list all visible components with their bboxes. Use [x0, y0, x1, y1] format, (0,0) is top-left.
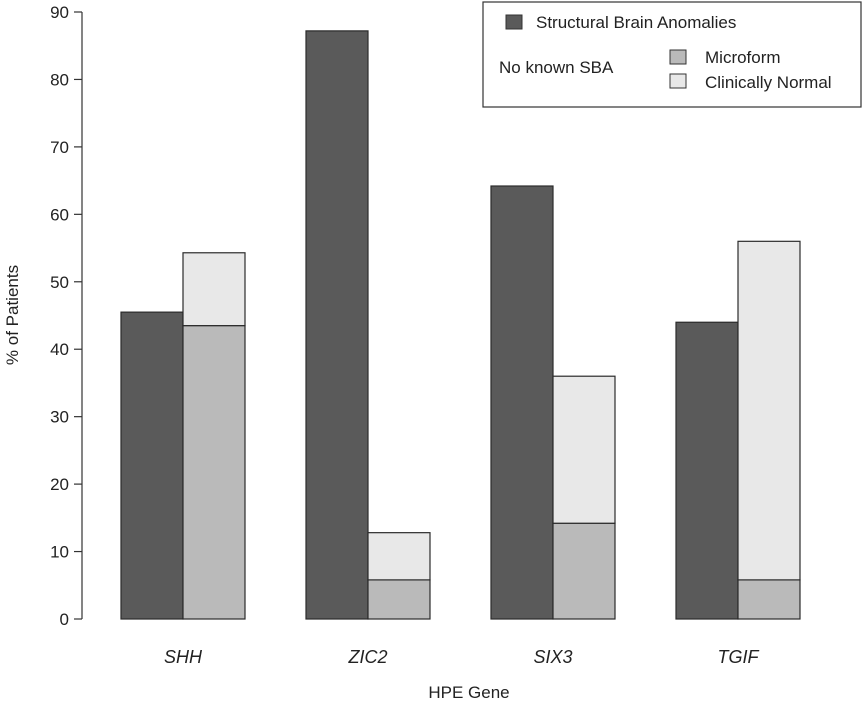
- bar-clinically-normal-zic2: [367, 532, 431, 581]
- bar-microform-shh: [182, 325, 246, 620]
- y-tick-label: 40: [50, 340, 69, 359]
- y-tick-label: 80: [50, 70, 69, 89]
- bar-microform-zic2: [367, 579, 431, 620]
- bar-sba-shh: [120, 311, 184, 620]
- legend-label-microform: Microform: [705, 48, 781, 67]
- x-category-label: SIX3: [533, 647, 572, 667]
- y-tick-label: 10: [50, 543, 69, 562]
- y-axis-title: % of Patients: [3, 265, 22, 365]
- x-category-label: SHH: [164, 647, 203, 667]
- y-tick-label: 70: [50, 138, 69, 157]
- legend-swatch-structural-brain-anomalies: [505, 14, 523, 30]
- bar-microform-six3: [552, 522, 616, 620]
- bar-sba-six3: [490, 185, 554, 620]
- x-category-label: TGIF: [718, 647, 760, 667]
- bar-sba-tgif: [675, 321, 739, 620]
- x-category-label: ZIC2: [347, 647, 387, 667]
- bar-clinically-normal-tgif: [737, 240, 801, 581]
- legend-label-structural-brain-anomalies: Structural Brain Anomalies: [536, 13, 736, 32]
- x-axis-labels: SHH ZIC2 SIX3 TGIF: [164, 647, 760, 667]
- legend: Structural Brain Anomalies No known SBA …: [482, 1, 862, 108]
- y-tick-label: 60: [50, 205, 69, 224]
- x-axis-title: HPE Gene: [428, 683, 509, 702]
- y-tick-label: 20: [50, 475, 69, 494]
- bar-sba-zic2: [305, 30, 369, 620]
- y-tick-label: 90: [50, 3, 69, 22]
- legend-group-label: No known SBA: [499, 58, 614, 77]
- y-tick-label: 50: [50, 273, 69, 292]
- legend-swatch-clinically-normal: [669, 73, 687, 89]
- bar-clinically-normal-six3: [552, 375, 616, 524]
- bar-clinically-normal-shh: [182, 252, 246, 327]
- legend-swatch-microform: [669, 49, 687, 65]
- bars: [120, 30, 801, 620]
- y-tick-label: 30: [50, 408, 69, 427]
- bar-microform-tgif: [737, 579, 801, 620]
- legend-label-clinically-normal: Clinically Normal: [705, 73, 832, 92]
- y-tick-label: 0: [60, 610, 69, 629]
- y-axis: 0 10 20 30 40 50 60 70 80 90: [50, 3, 83, 629]
